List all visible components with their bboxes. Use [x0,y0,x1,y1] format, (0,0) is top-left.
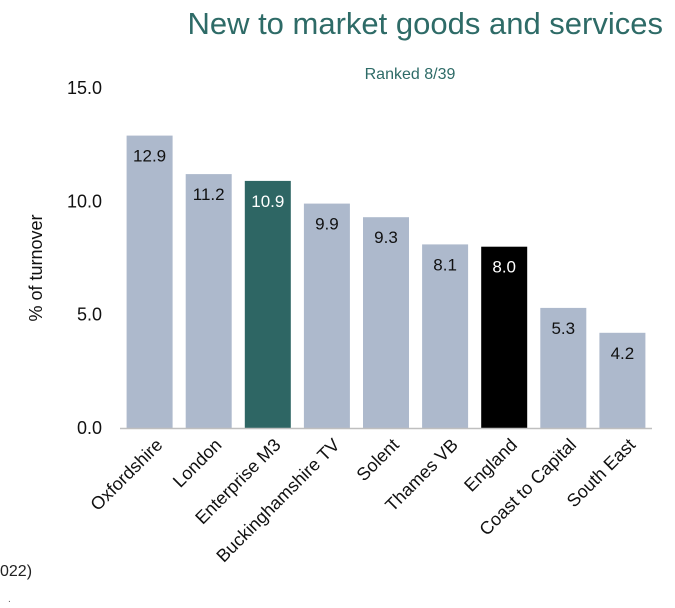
bar [185,174,232,428]
bar [481,246,528,428]
chart-title: New to market goods and services [187,6,663,41]
data-label: 4.2 [611,344,635,363]
x-tick-label: London [169,435,226,492]
data-label: 5.3 [551,319,575,338]
x-tick-label: Oxfordshire [86,435,166,515]
data-label: 9.3 [374,228,398,247]
footnote-text: 022) [0,563,33,580]
x-tick-label: England [460,435,521,496]
bar [244,180,291,428]
bar [540,307,587,428]
y-tick-label: 5.0 [77,305,102,325]
bar [363,217,409,428]
y-axis-title: % of turnover [26,214,46,321]
data-label: 8.1 [433,255,457,274]
y-tick-label: 0.0 [77,418,102,438]
y-tick-label: 15.0 [67,78,102,98]
bar [422,244,469,428]
bar [303,203,350,428]
data-label: 10.9 [251,192,284,211]
y-tick-label: 10.0 [67,191,102,211]
data-label: 11.2 [193,185,225,204]
x-tick-label: Solent [353,435,403,485]
bar [126,135,173,428]
data-label: 12.9 [133,147,166,166]
data-label: 8.0 [492,258,516,277]
bar [599,332,646,428]
footnote-mark: . [8,594,11,605]
chart-subtitle: Ranked 8/39 [364,66,456,83]
data-label: 9.9 [315,215,339,234]
